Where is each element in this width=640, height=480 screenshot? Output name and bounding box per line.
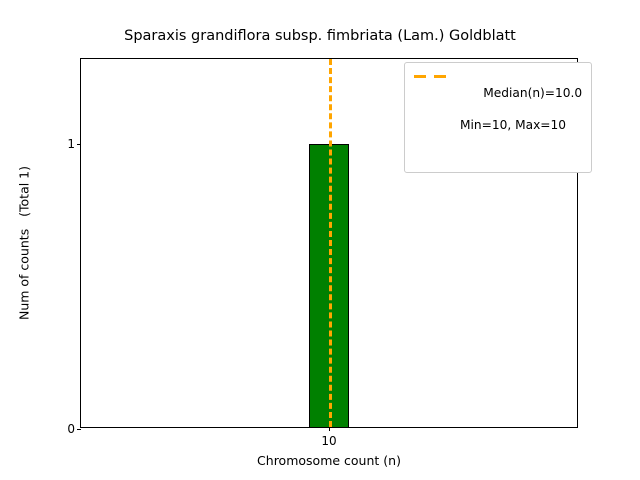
x-tick-mark-10	[329, 427, 330, 431]
median-line	[329, 59, 332, 427]
legend-median-label: Median(n)=10.0	[483, 86, 583, 100]
y-tick-mark-1	[77, 144, 81, 145]
y-tick-label-0: 0	[67, 422, 75, 436]
legend-minmax-label: Min=10, Max=10	[460, 118, 567, 132]
y-axis-label: Num of counts (Total 1)	[16, 165, 32, 321]
legend-dashed-line-icon	[413, 69, 451, 84]
y-axis-label-container: Num of counts (Total 1)	[0, 58, 48, 428]
legend: Median(n)=10.0 Min=10, Max=10	[404, 62, 593, 173]
legend-text: Median(n)=10.0 Min=10, Max=10	[460, 69, 582, 165]
page-title: Sparaxis grandiflora subsp. fimbriata (L…	[124, 28, 516, 44]
x-axis-label: Chromosome count (n)	[257, 453, 401, 468]
y-tick-label-1: 1	[67, 137, 75, 151]
x-tick-label-10: 10	[321, 434, 337, 448]
y-tick-mark-0	[77, 429, 81, 430]
plot-inner	[81, 59, 577, 427]
